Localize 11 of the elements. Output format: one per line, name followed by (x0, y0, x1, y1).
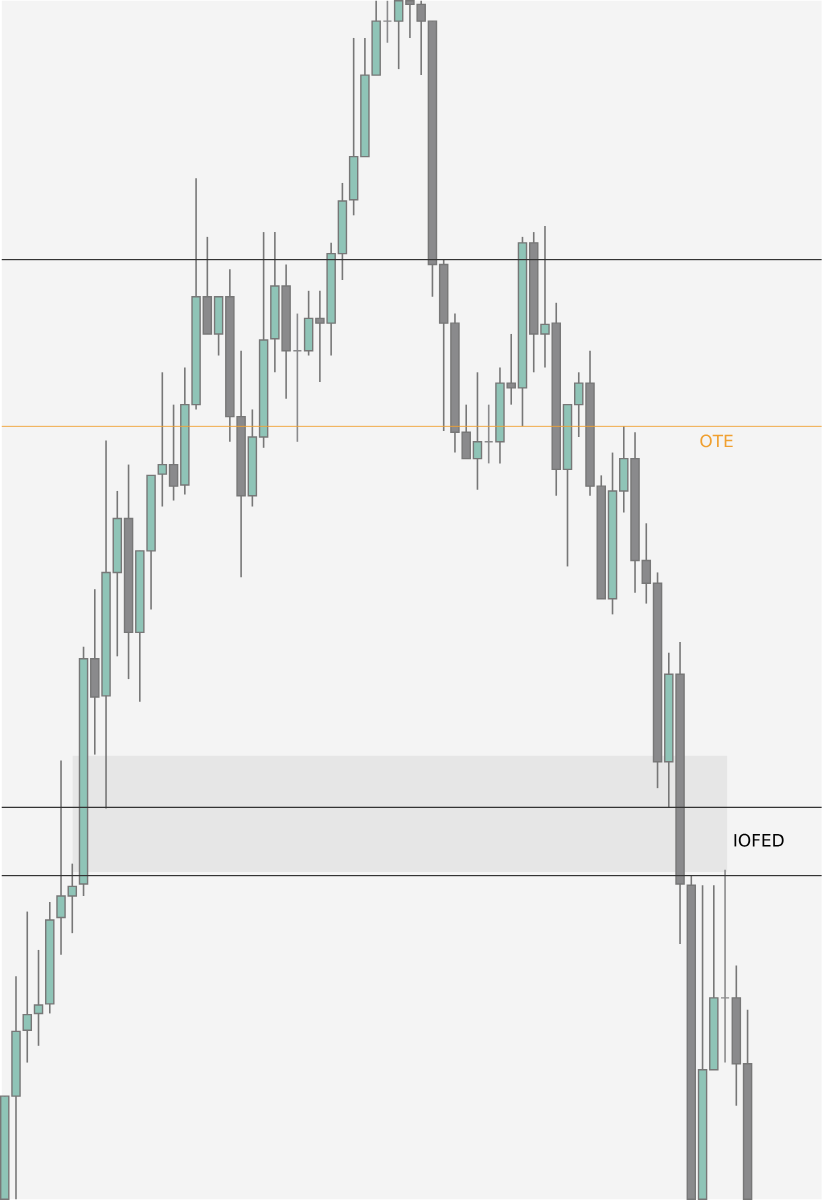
band-label: IOFED (734, 833, 784, 847)
candlestick (472, 371, 483, 491)
candlestick (22, 910, 32, 1064)
candlestick (393, 0, 404, 70)
candlestick (641, 522, 651, 605)
candlestick (168, 403, 179, 502)
ref-line-label: OTE (700, 434, 733, 448)
candlestick (67, 862, 77, 934)
candlestick (33, 949, 44, 1047)
candlestick (56, 759, 66, 956)
candlestick (157, 371, 167, 508)
